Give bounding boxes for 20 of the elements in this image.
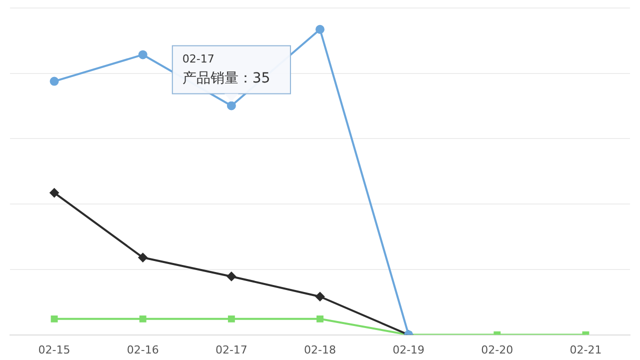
point: [316, 292, 324, 302]
point: [226, 272, 236, 281]
x-tick-label: 02-15: [38, 343, 70, 356]
point: [138, 50, 148, 60]
point: [228, 315, 235, 322]
point: [138, 253, 148, 262]
point: [50, 315, 58, 322]
annotation: 02-17 产品销量：35: [182, 52, 270, 86]
point: [316, 24, 324, 34]
x-tick-label: 02-19: [392, 343, 425, 356]
point: [226, 101, 236, 110]
point: [139, 315, 146, 322]
x-tick-label: 02-21: [570, 343, 602, 356]
x-tick-label: 02-18: [304, 343, 336, 356]
point: [50, 76, 59, 86]
x-tick-label: 02-20: [481, 343, 514, 356]
point: [50, 188, 59, 198]
x-tick-label: 02-16: [126, 343, 159, 356]
point: [316, 315, 324, 322]
x-tick-label: 02-17: [215, 343, 248, 356]
